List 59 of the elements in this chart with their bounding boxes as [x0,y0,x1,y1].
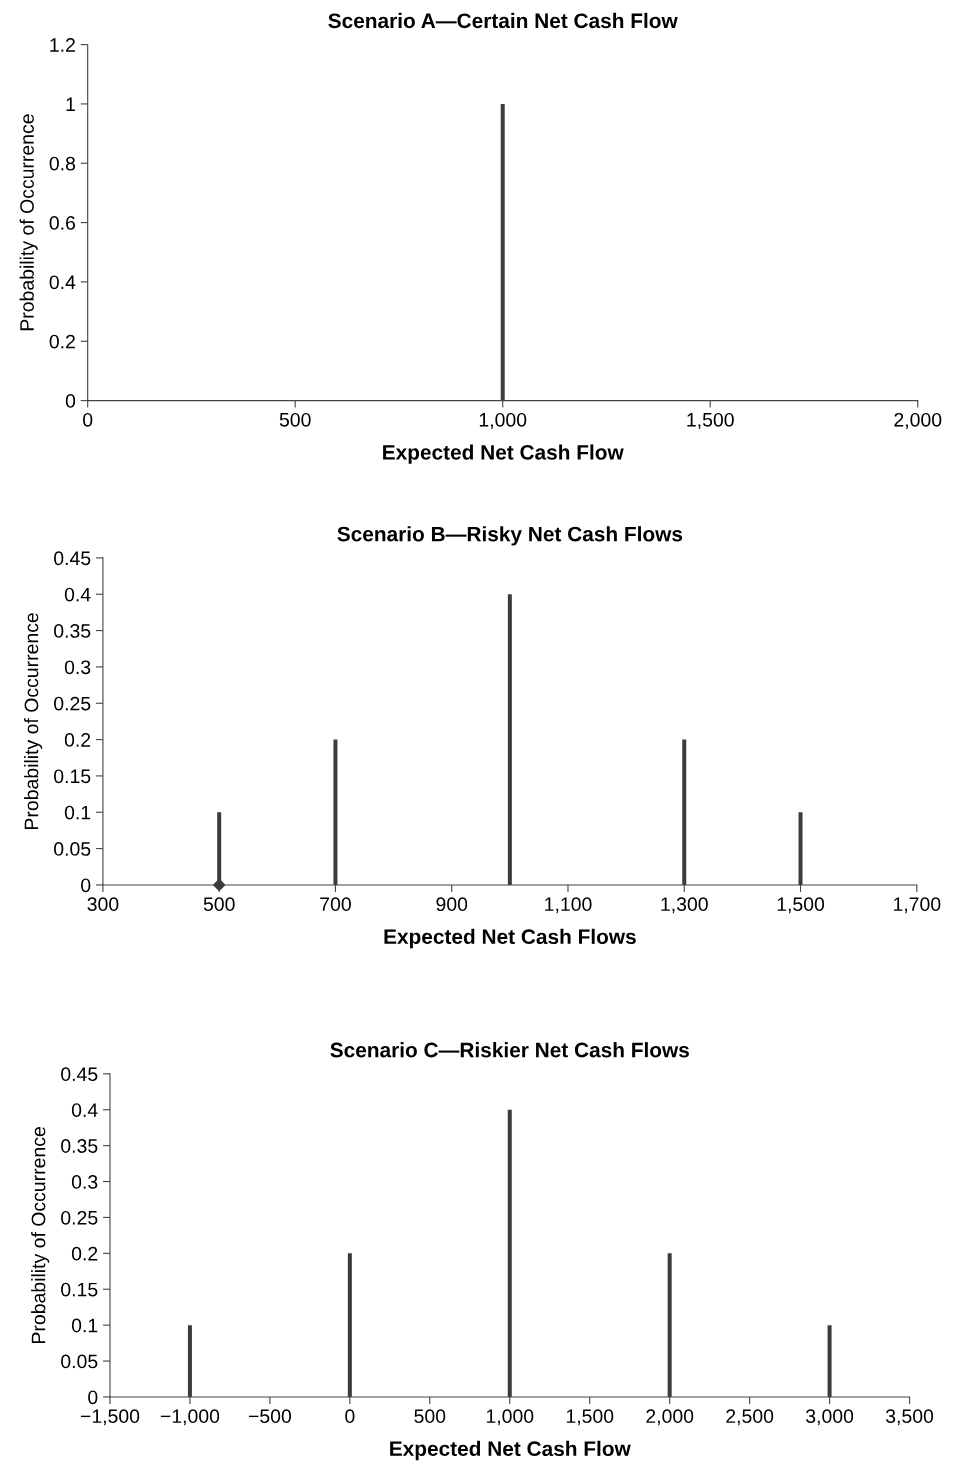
x-tick-label: 1,000 [479,412,527,429]
x-tick-label: 1,500 [687,412,734,429]
y-tick-label: 0.25 [61,1210,98,1225]
x-tick-label: 500 [279,412,311,427]
x-tick-label: 0 [345,1409,355,1424]
y-tick-label: 0.05 [54,842,91,856]
chart-title: Scenario A—Certain Net Cash Flow [328,12,678,29]
y-tick-label: 0.3 [71,1175,98,1189]
x-tick-label: 1,500 [777,897,825,914]
x-tick-label: 1,000 [486,1409,534,1426]
x-tick-label: −1,000 [160,1409,220,1426]
y-tick-label: 0.2 [71,1246,98,1261]
y-axis-title: Probability of Occurrence [24,613,43,829]
x-tick-label: 1,100 [545,897,592,914]
y-axis-title: Probability of Occurrence [31,1127,50,1343]
y-tick-label: 0.05 [61,1354,98,1369]
y-tick-label: 0.4 [64,587,91,602]
x-tick-label: 500 [414,1409,446,1424]
y-tick-label: 0.4 [71,1103,98,1117]
y-axis-title: Probability of Occurrence [19,114,38,331]
y-tick-label: 0.1 [71,1318,98,1333]
x-tick-label: 2,000 [894,412,942,429]
x-tick-label: 2,000 [646,1409,694,1426]
x-axis-title: Expected Net Cash Flow [390,1440,631,1461]
x-tick-label: 500 [203,897,235,912]
x-tick-label: 3,500 [885,1409,934,1426]
y-tick-label: 0.15 [54,769,91,784]
x-tick-label: 1,300 [661,897,708,914]
x-tick-label: 1,700 [893,897,941,914]
x-tick-label: 700 [320,897,351,912]
y-tick-label: 0.4 [49,275,76,290]
x-tick-label: −1,500 [80,1409,140,1426]
y-tick-label: 0.3 [64,660,91,675]
x-tick-label: 3,000 [806,1409,854,1426]
x-tick-label: 2,500 [726,1409,774,1426]
chart-title: Scenario B—Risky Net Cash Flows [337,526,683,546]
chart-title: Scenario C—Riskier Net Cash Flows [330,1042,689,1058]
y-tick-label: 0.2 [64,733,91,747]
y-tick-label: 0 [81,878,91,893]
y-tick-label: 1.2 [50,38,75,52]
y-tick-label: 0.8 [49,156,76,171]
y-tick-label: 0.45 [54,551,91,566]
y-tick-label: 0.35 [61,1139,98,1153]
x-axis-title: Expected Net Cash Flows [384,928,636,949]
y-tick-label: 0.1 [64,805,91,820]
y-tick-label: 0.35 [54,624,91,638]
y-tick-label: 0.45 [61,1067,98,1082]
x-tick-label: 300 [87,897,119,912]
y-tick-label: 0.2 [49,334,75,349]
y-tick-label: 1 [66,97,75,111]
y-tick-label: 0 [88,1390,98,1405]
y-tick-label: 0 [65,394,76,408]
x-tick-label: −500 [248,1409,292,1424]
y-tick-label: 0.25 [54,696,91,711]
x-tick-label: 900 [436,897,468,912]
x-tick-label: 1,500 [566,1409,614,1426]
y-tick-label: 0.6 [49,216,76,230]
y-tick-label: 0.15 [61,1282,98,1297]
x-axis-title: Expected Net Cash Flow [383,444,624,464]
